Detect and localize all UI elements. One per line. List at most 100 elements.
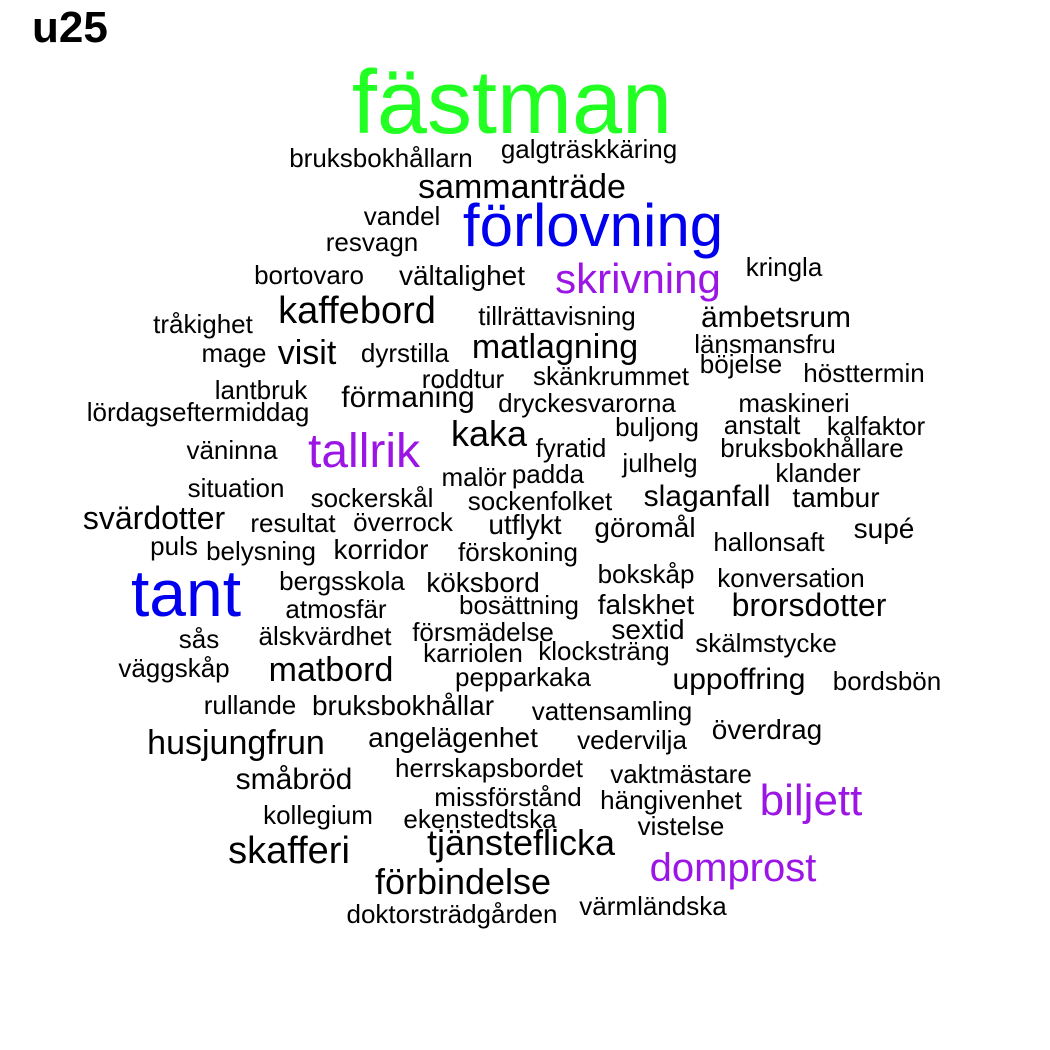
word-sas: sås — [178, 624, 220, 654]
word-kringla: kringla — [745, 252, 823, 282]
word-puls: puls — [150, 531, 198, 561]
word-sextid: sextid — [611, 614, 685, 645]
word-vedervilja: vedervilja — [577, 725, 687, 755]
word-rullande: rullande — [203, 690, 297, 720]
word-kalfaktor: kalfaktor — [826, 411, 926, 441]
word-varmlandska: värmländska — [579, 891, 727, 921]
word-skankrummet: skänkrummet — [532, 361, 690, 391]
word-forbindelse: förbindelse — [374, 861, 552, 902]
word-supe: supé — [853, 513, 915, 544]
word-svardotter: svärdotter — [82, 500, 226, 536]
word-skalmstycke: skälmstycke — [695, 628, 837, 658]
word-husjungfrun: husjungfrun — [147, 724, 325, 762]
word-vattensamling: vattensamling — [531, 696, 693, 726]
word-ekenstedtska: ekenstedtska — [403, 804, 557, 834]
word-julhelg: julhelg — [622, 448, 698, 478]
word-tambur: tambur — [792, 482, 880, 513]
word-tillrattavisning: tillrättavisning — [478, 301, 636, 331]
word-anstalt: anstalt — [723, 410, 801, 440]
word-matlagning: matlagning — [471, 328, 639, 366]
word-valtalighet: vältalighet — [398, 260, 526, 291]
word-resvagn: resvagn — [325, 227, 419, 257]
word-kaffebord: kaffebord — [278, 290, 436, 332]
word-fyratid: fyratid — [535, 433, 607, 463]
word-hallonsaft: hallonsaft — [713, 527, 825, 557]
word-konversation: konversation — [717, 563, 865, 593]
word-domprost: domprost — [649, 846, 817, 890]
word-karriolen: karriolen — [423, 638, 523, 668]
word-tant: tant — [130, 556, 242, 630]
word-bordsbon: bordsbön — [832, 666, 942, 696]
word-korridor: korridor — [333, 534, 429, 565]
word-bruksbokhallare: bruksbokhållare — [720, 433, 904, 463]
word-buljong: buljong — [615, 412, 699, 442]
word-padda: padda — [511, 459, 585, 489]
word-utflykt: utflykt — [488, 509, 562, 540]
word-matbord: matbord — [268, 651, 394, 689]
word-hangivenhet: hängivenhet — [600, 785, 742, 815]
word-herrskapsbordet: herrskapsbordet — [395, 753, 583, 783]
word-vandel: vandel — [363, 201, 441, 231]
word-falskhet: falskhet — [597, 589, 695, 620]
word-bosattning: bosättning — [459, 590, 579, 620]
word-forskoning: förskoning — [458, 537, 578, 567]
word-doktorstradgarden: doktorsträdgården — [346, 899, 558, 929]
word-tallrik: tallrik — [307, 425, 421, 478]
word-skrivning: skrivning — [555, 255, 721, 302]
word-lansmansfru: länsmansfru — [694, 329, 836, 359]
word-dryckesvarorna: dryckesvarorna — [498, 388, 676, 418]
word-vaggskap: väggskåp — [118, 653, 230, 683]
word-overrock: överrock — [353, 507, 453, 537]
word-situation: situation — [187, 473, 285, 503]
word-belysning: belysning — [206, 536, 316, 566]
word-bruksbokhallar: bruksbokhållar — [311, 690, 495, 721]
word-klander: klander — [775, 458, 861, 488]
word-forlovning: förlovning — [462, 192, 724, 259]
word-bruksbokhallarn: bruksbokhållarn — [289, 143, 473, 173]
word-angelagenhet: angelägenhet — [368, 722, 538, 753]
word-galgtraskkaring: galgträskkäring — [500, 134, 678, 164]
word-biljett: biljett — [759, 776, 863, 825]
word-goromal: göromål — [594, 512, 696, 543]
word-hosttermin: hösttermin — [803, 358, 925, 388]
word-sockerskal: sockerskål — [310, 483, 434, 513]
word-visit: visit — [277, 334, 337, 372]
word-sockenfolket: sockenfolket — [467, 486, 613, 516]
word-uppoffring: uppoffring — [672, 663, 806, 696]
word-resultat: resultat — [250, 508, 336, 538]
word-bortovaro: bortovaro — [254, 260, 364, 290]
word-malor: malör — [441, 462, 507, 492]
word-vistelse: vistelse — [637, 811, 725, 841]
word-trakighet: tråkighet — [153, 309, 253, 339]
word-roddtur: roddtur — [421, 364, 505, 394]
word-brorsdotter: brorsdotter — [731, 587, 887, 623]
word-smabrod: småbröd — [235, 763, 353, 796]
word-koksbord: köksbord — [426, 567, 540, 598]
word-sammantrade: sammanträde — [418, 168, 626, 206]
word-bojelse: böjelse — [699, 349, 783, 379]
word-tjansteflicka: tjänsteflicka — [426, 822, 616, 863]
word-vaktmastare: vaktmästare — [610, 759, 752, 789]
word-klockstrang: klocksträng — [538, 636, 670, 666]
word-kaka: kaka — [450, 413, 528, 454]
word-lantbruk: lantbruk — [214, 375, 308, 405]
word-mage: mage — [201, 338, 267, 368]
word-maskineri: maskineri — [738, 388, 850, 418]
word-vaninna: väninna — [186, 435, 278, 465]
word-bokskap: bokskåp — [597, 559, 695, 589]
word-formaning: förmaning — [341, 381, 475, 414]
word-lordagseftermiddag: lördagseftermiddag — [86, 397, 310, 427]
page-title: u25 — [32, 3, 108, 52]
word-skafferi: skafferi — [228, 830, 350, 872]
word-atmosfar: atmosfär — [285, 594, 387, 624]
word-dyrstilla: dyrstilla — [360, 338, 450, 368]
word-slaganfall: slaganfall — [643, 480, 771, 513]
word-bergsskola: bergsskola — [279, 566, 405, 596]
word-forsmadelse: försmädelse — [412, 617, 554, 647]
word-fastman: fästman — [351, 53, 673, 153]
word-overdrag: överdrag — [711, 714, 823, 745]
word-pepparkaka: pepparkaka — [455, 662, 591, 692]
word-alskvardhet: älskvärdhet — [258, 621, 392, 651]
word-missforstand: missförstånd — [434, 782, 582, 812]
